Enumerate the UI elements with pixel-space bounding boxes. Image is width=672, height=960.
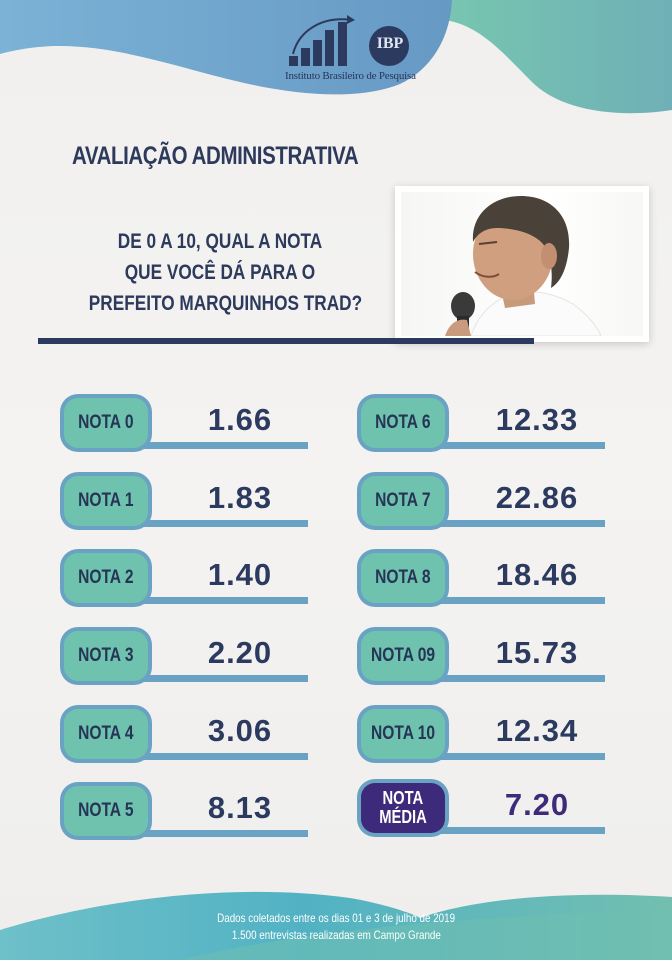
- score-underline: [120, 442, 308, 449]
- bar-chart-logo-icon: [289, 15, 409, 66]
- page-title: AVALIAÇÃO ADMINISTRATIVA: [72, 142, 359, 170]
- score-underline: [417, 753, 605, 760]
- score-value: 12.33: [495, 402, 579, 437]
- score-row-nota-1: NOTA 1 1.83: [60, 472, 310, 536]
- score-row-nota-5: NOTA 5 8.13: [60, 782, 310, 846]
- score-row-nota-7: NOTA 7 22.86: [357, 472, 607, 536]
- score-label: NOTA 3: [78, 645, 134, 666]
- score-badge: NOTA 0: [60, 394, 152, 452]
- score-value: 1.83: [207, 480, 273, 515]
- score-label: NOTA 8: [375, 567, 431, 588]
- portrait-image-icon: [445, 196, 602, 336]
- score-row-average: NOTA MÉDIA 7.20: [357, 779, 607, 843]
- average-label-line2: MÉDIA: [379, 807, 427, 827]
- footer-line-dates: Dados coletados entre os dias 01 e 3 de …: [217, 911, 455, 925]
- score-row-nota-6: NOTA 6 12.33: [357, 394, 607, 458]
- score-badge: NOTA 2: [60, 549, 152, 607]
- score-value: 18.46: [495, 557, 579, 592]
- score-badge: NOTA 10: [357, 705, 449, 763]
- question-line: DE 0 A 10, QUAL A NOTA: [117, 230, 323, 253]
- score-label: NOTA 4: [78, 723, 134, 744]
- score-badge: NOTA 8: [357, 549, 449, 607]
- score-underline: [417, 442, 605, 449]
- average-value: 7.20: [504, 787, 570, 822]
- score-row-nota-2: NOTA 2 1.40: [60, 549, 310, 613]
- score-label: NOTA 2: [78, 567, 134, 588]
- score-underline: [120, 753, 308, 760]
- score-badge: NOTA 09: [357, 627, 449, 685]
- score-value: 22.86: [495, 480, 579, 515]
- score-underline: [120, 675, 308, 682]
- ibp-logo: IBP Instituto Brasileiro de Pesquisa: [285, 8, 435, 88]
- score-value: 1.40: [207, 557, 273, 592]
- score-value: 2.20: [207, 635, 273, 670]
- survey-question: DE 0 A 10, QUAL A NOTA QUE VOCÊ DÁ PARA …: [88, 226, 363, 319]
- score-row-nota-4: NOTA 4 3.06: [60, 705, 310, 769]
- score-underline: [417, 597, 605, 604]
- score-row-nota-10: NOTA 10 12.34: [357, 705, 607, 769]
- score-underline: [417, 520, 605, 527]
- score-value: 12.34: [495, 713, 579, 748]
- score-badge: NOTA 1: [60, 472, 152, 530]
- score-badge: NOTA 4: [60, 705, 152, 763]
- score-label: NOTA 10: [370, 723, 436, 744]
- score-underline: [120, 520, 308, 527]
- logo-caption: Instituto Brasileiro de Pesquisa: [285, 70, 416, 82]
- question-line: QUE VOCÊ DÁ PARA O: [124, 261, 316, 284]
- score-badge: NOTA 5: [60, 782, 152, 840]
- score-row-nota-09: NOTA 09 15.73: [357, 627, 607, 691]
- score-underline: [417, 827, 605, 834]
- score-row-nota-0: NOTA 0 1.66: [60, 394, 310, 458]
- score-row-nota-3: NOTA 3 2.20: [60, 627, 310, 691]
- score-label: NOTA 7: [375, 490, 431, 511]
- score-badge: NOTA 6: [357, 394, 449, 452]
- score-underline: [120, 597, 308, 604]
- question-line: PREFEITO MARQUINHOS TRAD?: [88, 292, 363, 315]
- score-value: 15.73: [495, 635, 579, 670]
- footer-note: Dados coletados entre os dias 01 e 3 de …: [0, 910, 672, 944]
- section-divider: [38, 338, 534, 344]
- score-underline: [417, 675, 605, 682]
- score-underline: [120, 830, 308, 837]
- score-value: 3.06: [207, 713, 273, 748]
- score-badge: NOTA 7: [357, 472, 449, 530]
- score-label: NOTA 0: [78, 412, 134, 433]
- score-value: 1.66: [207, 402, 273, 437]
- footer-line-sample: 1.500 entrevistas realizadas em Campo Gr…: [231, 928, 441, 942]
- mayor-photo: [401, 192, 643, 336]
- score-value: 8.13: [207, 790, 273, 825]
- score-badge: NOTA 3: [60, 627, 152, 685]
- score-row-nota-8: NOTA 8 18.46: [357, 549, 607, 613]
- score-label: NOTA 1: [78, 490, 134, 511]
- score-label: NOTA 6: [375, 412, 431, 433]
- score-label: NOTA 5: [78, 800, 134, 821]
- score-label: NOTA 09: [370, 645, 436, 666]
- mayor-photo-card: [395, 186, 649, 342]
- average-label-line1: NOTA: [382, 788, 424, 808]
- average-badge: NOTA MÉDIA: [357, 779, 449, 837]
- logo-initials: IBP: [376, 35, 404, 52]
